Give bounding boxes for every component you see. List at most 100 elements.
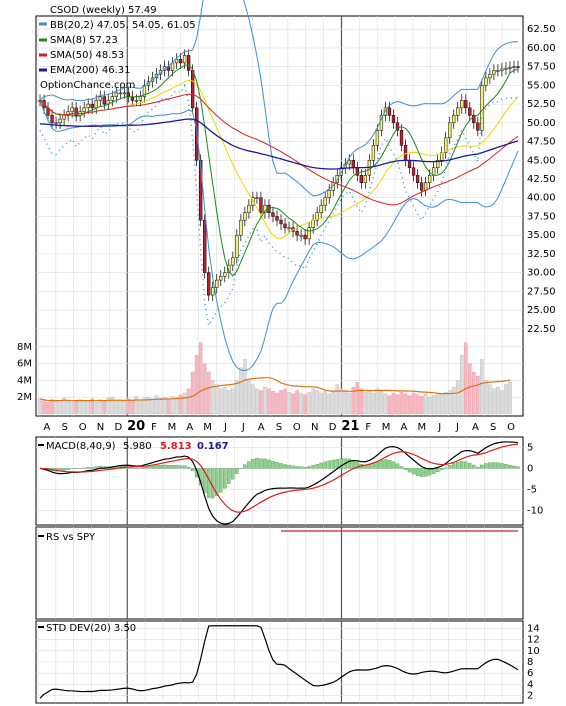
volume-bar [126, 398, 131, 415]
volume-bar [343, 390, 348, 415]
x-tick-label: A [44, 422, 51, 433]
candle-body [452, 115, 456, 124]
x-tick-label: N [97, 422, 104, 433]
candle-body [58, 118, 62, 124]
legend-sma8: SMA(8) 57.23 [50, 35, 118, 46]
candle-body [90, 103, 94, 109]
macd-hist-bar [439, 468, 444, 471]
candle-body [468, 107, 472, 116]
candle-body [311, 219, 315, 228]
volume-bar [138, 399, 143, 415]
std-legend: STD DEV(20) 3.50 [38, 623, 136, 634]
candle-body [138, 96, 143, 101]
candle-body [259, 197, 263, 213]
x-tick-label: J [241, 422, 245, 433]
volume-bar [82, 401, 86, 415]
volume-bar [70, 402, 74, 415]
macd-hist-bar [331, 459, 335, 469]
macd-hist-bar [387, 459, 392, 469]
x-tick-label: S [490, 422, 496, 433]
candle-body [199, 160, 203, 221]
std-tick-label: 10 [527, 646, 540, 657]
candle-body [480, 85, 484, 131]
macd-hist-bar [255, 457, 259, 469]
macd-hist-bar [492, 462, 496, 469]
ema200-line [39, 118, 519, 170]
volume-bar [114, 400, 119, 415]
candle-body [407, 160, 412, 169]
volume-bar [387, 395, 392, 415]
candle-body [255, 197, 259, 199]
macd-label: MACD(8,40,9) [46, 441, 116, 452]
candle-body [512, 66, 516, 68]
macd-hist-bar [283, 464, 287, 469]
volume-bar [383, 393, 388, 415]
macd-hist-bar [323, 461, 327, 469]
volume-bar [54, 401, 58, 415]
macd-series [39, 441, 520, 525]
price-tick-label: 55.00 [527, 80, 556, 91]
candle-body [275, 216, 279, 221]
x-tick-label: F [151, 422, 157, 433]
macd-hist-bar [186, 466, 191, 469]
volume-bar [106, 397, 111, 415]
candle-body [287, 227, 291, 229]
volume-bar [496, 386, 500, 415]
volume-bar [287, 391, 291, 415]
volume-bar [443, 391, 448, 415]
macd-hist-bar [391, 461, 396, 469]
volume-bar [299, 392, 303, 415]
volume-tick-label: 6M [17, 359, 32, 370]
macd-hist-bar [86, 467, 90, 469]
macd-hist-bar [263, 458, 267, 469]
candle-body [488, 73, 492, 79]
price-tick-label: 25.00 [527, 305, 556, 316]
candle-body [70, 107, 74, 112]
volume-bar [190, 371, 195, 415]
macd-hist-bar [335, 459, 339, 469]
std-tick-label: 8 [527, 657, 533, 668]
volume-bar [275, 392, 279, 415]
volume-bar [102, 401, 107, 415]
volume-bar [222, 386, 227, 415]
volume-bar [267, 388, 271, 415]
price-tick-label: 57.50 [527, 62, 556, 73]
macd-hist-bar [182, 465, 187, 469]
price-tick-label: 45.00 [527, 155, 556, 166]
volume-bar [427, 397, 432, 415]
volume-bar [174, 397, 179, 415]
macd-hist-bar [295, 466, 299, 469]
macd-tick-label: 0 [527, 463, 533, 474]
volume-bar [86, 400, 91, 415]
candle-body [411, 167, 416, 176]
candle-body [118, 92, 122, 95]
macd-hist-bar [355, 461, 360, 469]
price-tick-label: 60.00 [527, 43, 556, 54]
x-tick-label: M [203, 422, 212, 433]
candle-body [62, 115, 66, 120]
macd-hist-bar [158, 465, 163, 469]
candle-body [347, 160, 351, 165]
macd-hist-bar [271, 460, 275, 469]
macd-hist-bar [243, 464, 247, 469]
macd-hist-bar [170, 465, 175, 469]
volume-bar [403, 393, 408, 415]
volume-bar [94, 402, 99, 415]
price-tick-label: 27.50 [527, 286, 556, 297]
volume-bar [118, 399, 123, 415]
macd-hist-bar [347, 458, 352, 469]
volume-bar [351, 386, 356, 415]
macd-hist-bar [379, 460, 384, 469]
volume-bar [231, 388, 235, 415]
x-tick-label: A [258, 422, 265, 433]
macd-hist-bar [516, 466, 520, 469]
candle-body [231, 257, 235, 266]
macd-hist-bar [94, 466, 98, 469]
volume-bar [459, 355, 464, 415]
candle-body [319, 204, 323, 213]
macd-hist-bar [287, 464, 291, 469]
candle-body [114, 92, 118, 97]
price-grid [36, 16, 523, 703]
candle-body [427, 175, 432, 183]
price-tick-label: 37.50 [527, 211, 556, 222]
